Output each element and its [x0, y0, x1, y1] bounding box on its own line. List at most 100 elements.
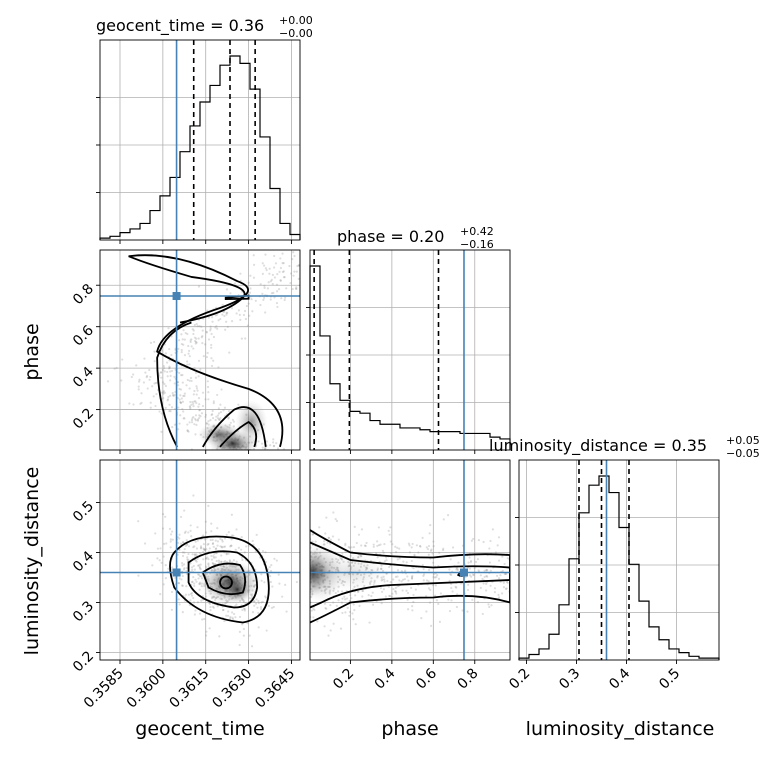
sample-point [198, 416, 201, 420]
sample-point [192, 601, 196, 604]
sample-point [348, 546, 351, 549]
sample-point [168, 365, 171, 368]
sample-point [419, 544, 422, 548]
sample-point [192, 402, 195, 405]
sample-point [173, 382, 176, 385]
sample-point [304, 269, 306, 271]
sample-point [225, 311, 228, 314]
sample-point [355, 541, 358, 545]
sample-point [214, 418, 217, 422]
sample-point [269, 575, 272, 578]
sample-point [209, 609, 212, 612]
sample-point [394, 575, 397, 578]
sample-point [143, 357, 146, 360]
sample-point [281, 262, 284, 265]
sample-point [194, 376, 198, 379]
sample-point [179, 414, 182, 417]
sample-point [186, 378, 189, 382]
sample-point [173, 393, 176, 397]
sample-point [294, 287, 298, 290]
sample-point [332, 622, 335, 625]
sample-point [379, 587, 383, 590]
sample-point [351, 612, 354, 615]
sample-point [332, 511, 335, 514]
sample-point [262, 298, 265, 302]
sample-point [263, 286, 266, 289]
sample-point [171, 425, 174, 429]
sample-point [297, 277, 300, 280]
sample-point [181, 338, 184, 341]
sample-point [145, 376, 148, 379]
sample-point [207, 558, 210, 561]
sample-point [154, 532, 157, 535]
sample-point [225, 288, 229, 291]
sample-point [295, 580, 298, 584]
sample-point [292, 274, 295, 277]
sample-point [191, 566, 194, 569]
sample-point [275, 283, 279, 286]
sample-point [222, 409, 225, 412]
sample-point [412, 600, 415, 604]
sample-point [171, 391, 174, 395]
sample-point [225, 614, 228, 617]
sample-point [225, 552, 228, 555]
sample-point [468, 556, 471, 559]
sample-point [132, 403, 135, 406]
title-geocent-time-plus: +0.00 [279, 14, 313, 27]
sample-point [217, 319, 220, 322]
sample-point [403, 578, 406, 581]
sample-point [324, 606, 327, 610]
sample-point [212, 555, 215, 558]
sample-point [243, 309, 247, 313]
sample-point [279, 279, 282, 282]
sample-point [272, 444, 276, 447]
sample-point [196, 557, 199, 561]
sample-point [182, 568, 186, 571]
sample-point [325, 607, 328, 610]
sample-point [205, 557, 208, 560]
sample-point [391, 592, 394, 595]
sample-point [167, 395, 170, 399]
sample-point [193, 367, 196, 370]
title-phase: phase = 0.20 [337, 227, 444, 246]
sample-point [410, 586, 413, 589]
sample-point [137, 388, 140, 391]
xtick-label-ld-3: 0.5 [656, 666, 683, 693]
xtick-label-ph-2: 0.6 [413, 665, 440, 692]
sample-point [219, 417, 222, 420]
sample-point [196, 539, 199, 542]
sample-point [210, 332, 213, 336]
sample-point [422, 574, 425, 578]
sample-point [506, 557, 509, 560]
sample-point [219, 537, 222, 541]
sample-point [447, 598, 450, 601]
sample-point [432, 545, 435, 548]
xtick-label-ld-0: 0.2 [506, 666, 533, 693]
sample-point [331, 535, 335, 538]
sample-point [335, 519, 339, 523]
sample-point [352, 618, 355, 621]
sample-point [226, 614, 230, 617]
sample-point [219, 403, 222, 406]
sample-point [250, 645, 254, 648]
sample-point [251, 611, 255, 614]
sample-point [490, 604, 493, 607]
sample-point [317, 254, 319, 256]
sample-point [448, 579, 451, 582]
sample-point [402, 560, 405, 563]
sample-point [183, 392, 186, 395]
sample-point [471, 573, 475, 576]
sample-point [194, 400, 197, 403]
sample-point [469, 559, 473, 563]
sample-point [242, 313, 246, 317]
sample-point [238, 313, 241, 316]
sample-point [487, 603, 490, 606]
sample-point [449, 558, 452, 561]
sample-point [301, 579, 303, 581]
sample-point [192, 347, 195, 350]
sample-point [350, 546, 353, 549]
sample-point [168, 409, 171, 413]
sample-point [220, 388, 223, 391]
sample-point [191, 553, 194, 556]
sample-point [211, 409, 214, 413]
